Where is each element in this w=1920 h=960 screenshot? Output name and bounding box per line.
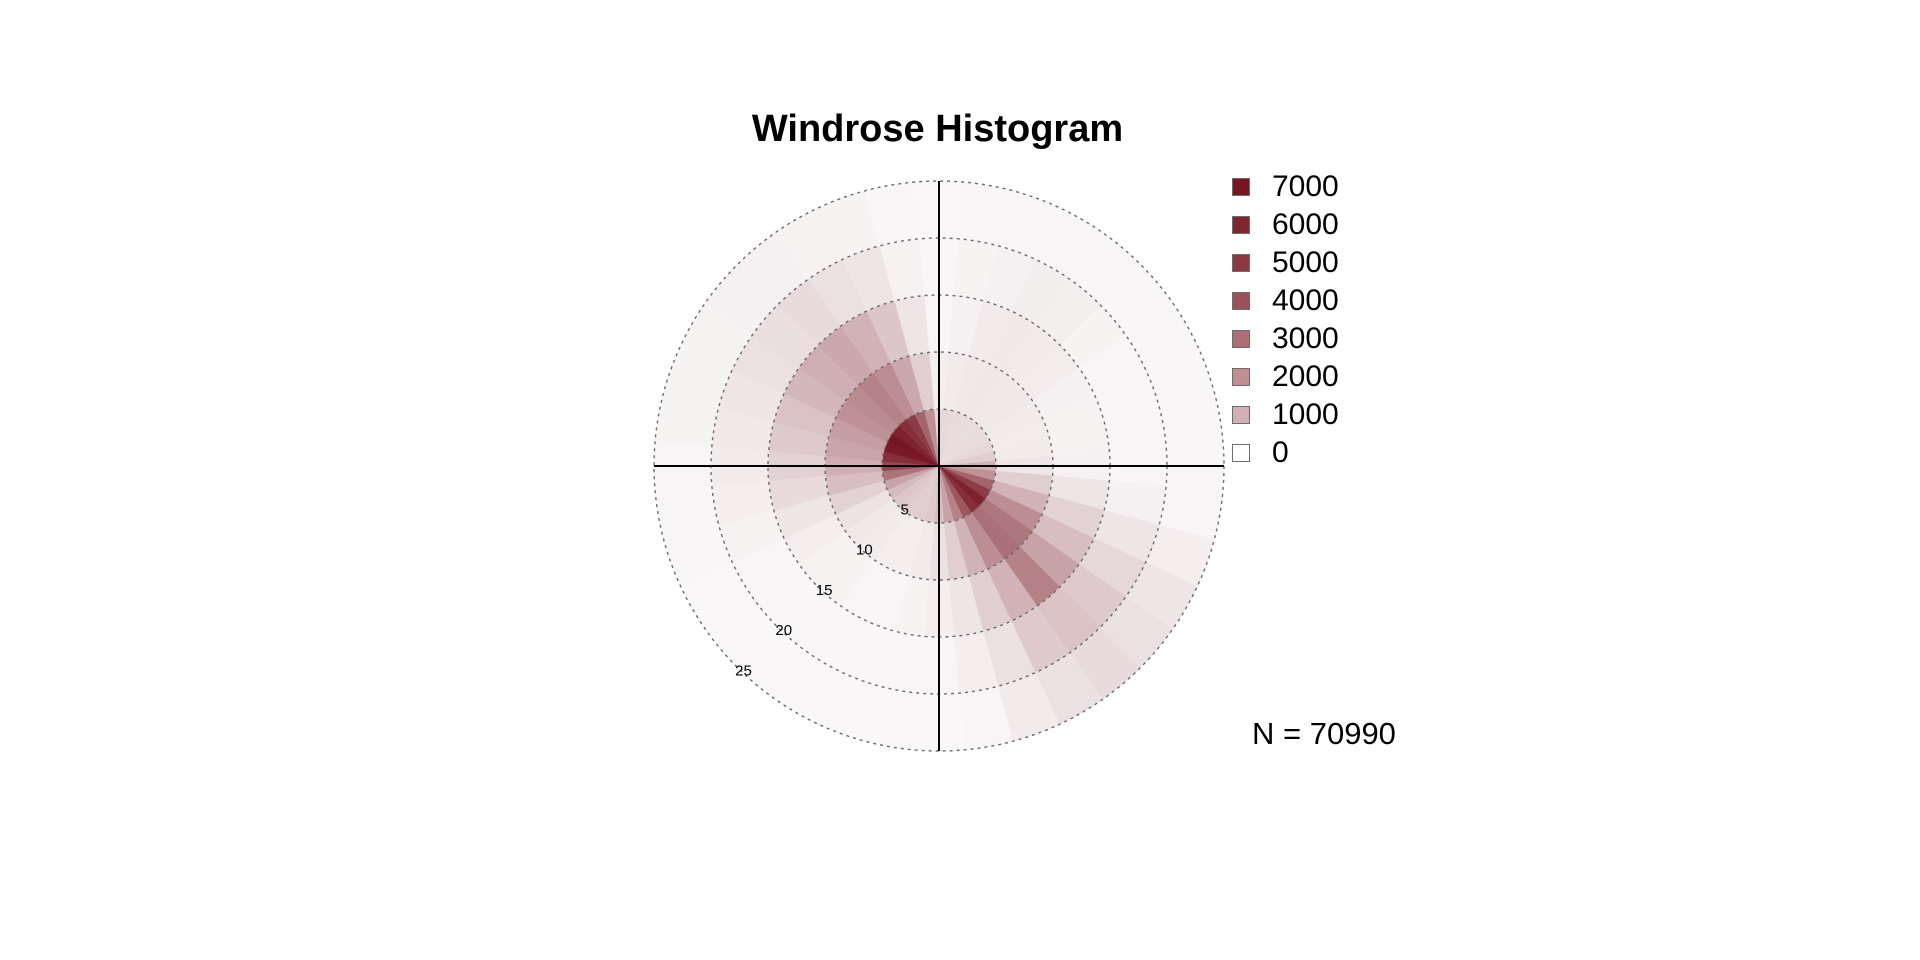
ring-labels: 5 10 15 20 25 — [735, 501, 909, 679]
legend-item: 6000 — [1232, 208, 1372, 241]
legend-item: 5000 — [1232, 246, 1372, 279]
legend-label: 4000 — [1272, 284, 1339, 317]
legend-swatch — [1232, 368, 1250, 386]
sample-count-label: N = 70990 — [1252, 716, 1396, 751]
legend-item: 1000 — [1232, 398, 1372, 431]
legend-label: 7000 — [1272, 170, 1339, 203]
legend-label: 1000 — [1272, 398, 1339, 431]
legend-label: 3000 — [1272, 322, 1339, 355]
ring-label: 25 — [735, 663, 752, 680]
legend-item: 2000 — [1232, 360, 1372, 393]
legend-swatch — [1232, 254, 1250, 272]
legend-item: 4000 — [1232, 284, 1372, 317]
legend-swatch — [1232, 444, 1250, 462]
legend-label: 2000 — [1272, 360, 1339, 393]
legend-item: 0 — [1232, 436, 1372, 469]
legend-swatch — [1232, 216, 1250, 234]
ring-label: 20 — [775, 622, 792, 639]
legend-label: 5000 — [1272, 246, 1339, 279]
legend-swatch — [1232, 406, 1250, 424]
legend-swatch — [1232, 330, 1250, 348]
legend-label: 0 — [1272, 436, 1289, 469]
legend-label: 6000 — [1272, 208, 1339, 241]
legend-swatch — [1232, 178, 1250, 196]
cross-axes — [654, 181, 1224, 751]
ring-label: 15 — [816, 582, 833, 599]
legend-swatch — [1232, 292, 1250, 310]
legend-item: 3000 — [1232, 322, 1372, 355]
legend-item: 7000 — [1232, 170, 1372, 203]
chart-title: Windrose Histogram — [751, 108, 1124, 150]
ring-label: 10 — [856, 542, 873, 559]
ring-label: 5 — [901, 501, 909, 518]
